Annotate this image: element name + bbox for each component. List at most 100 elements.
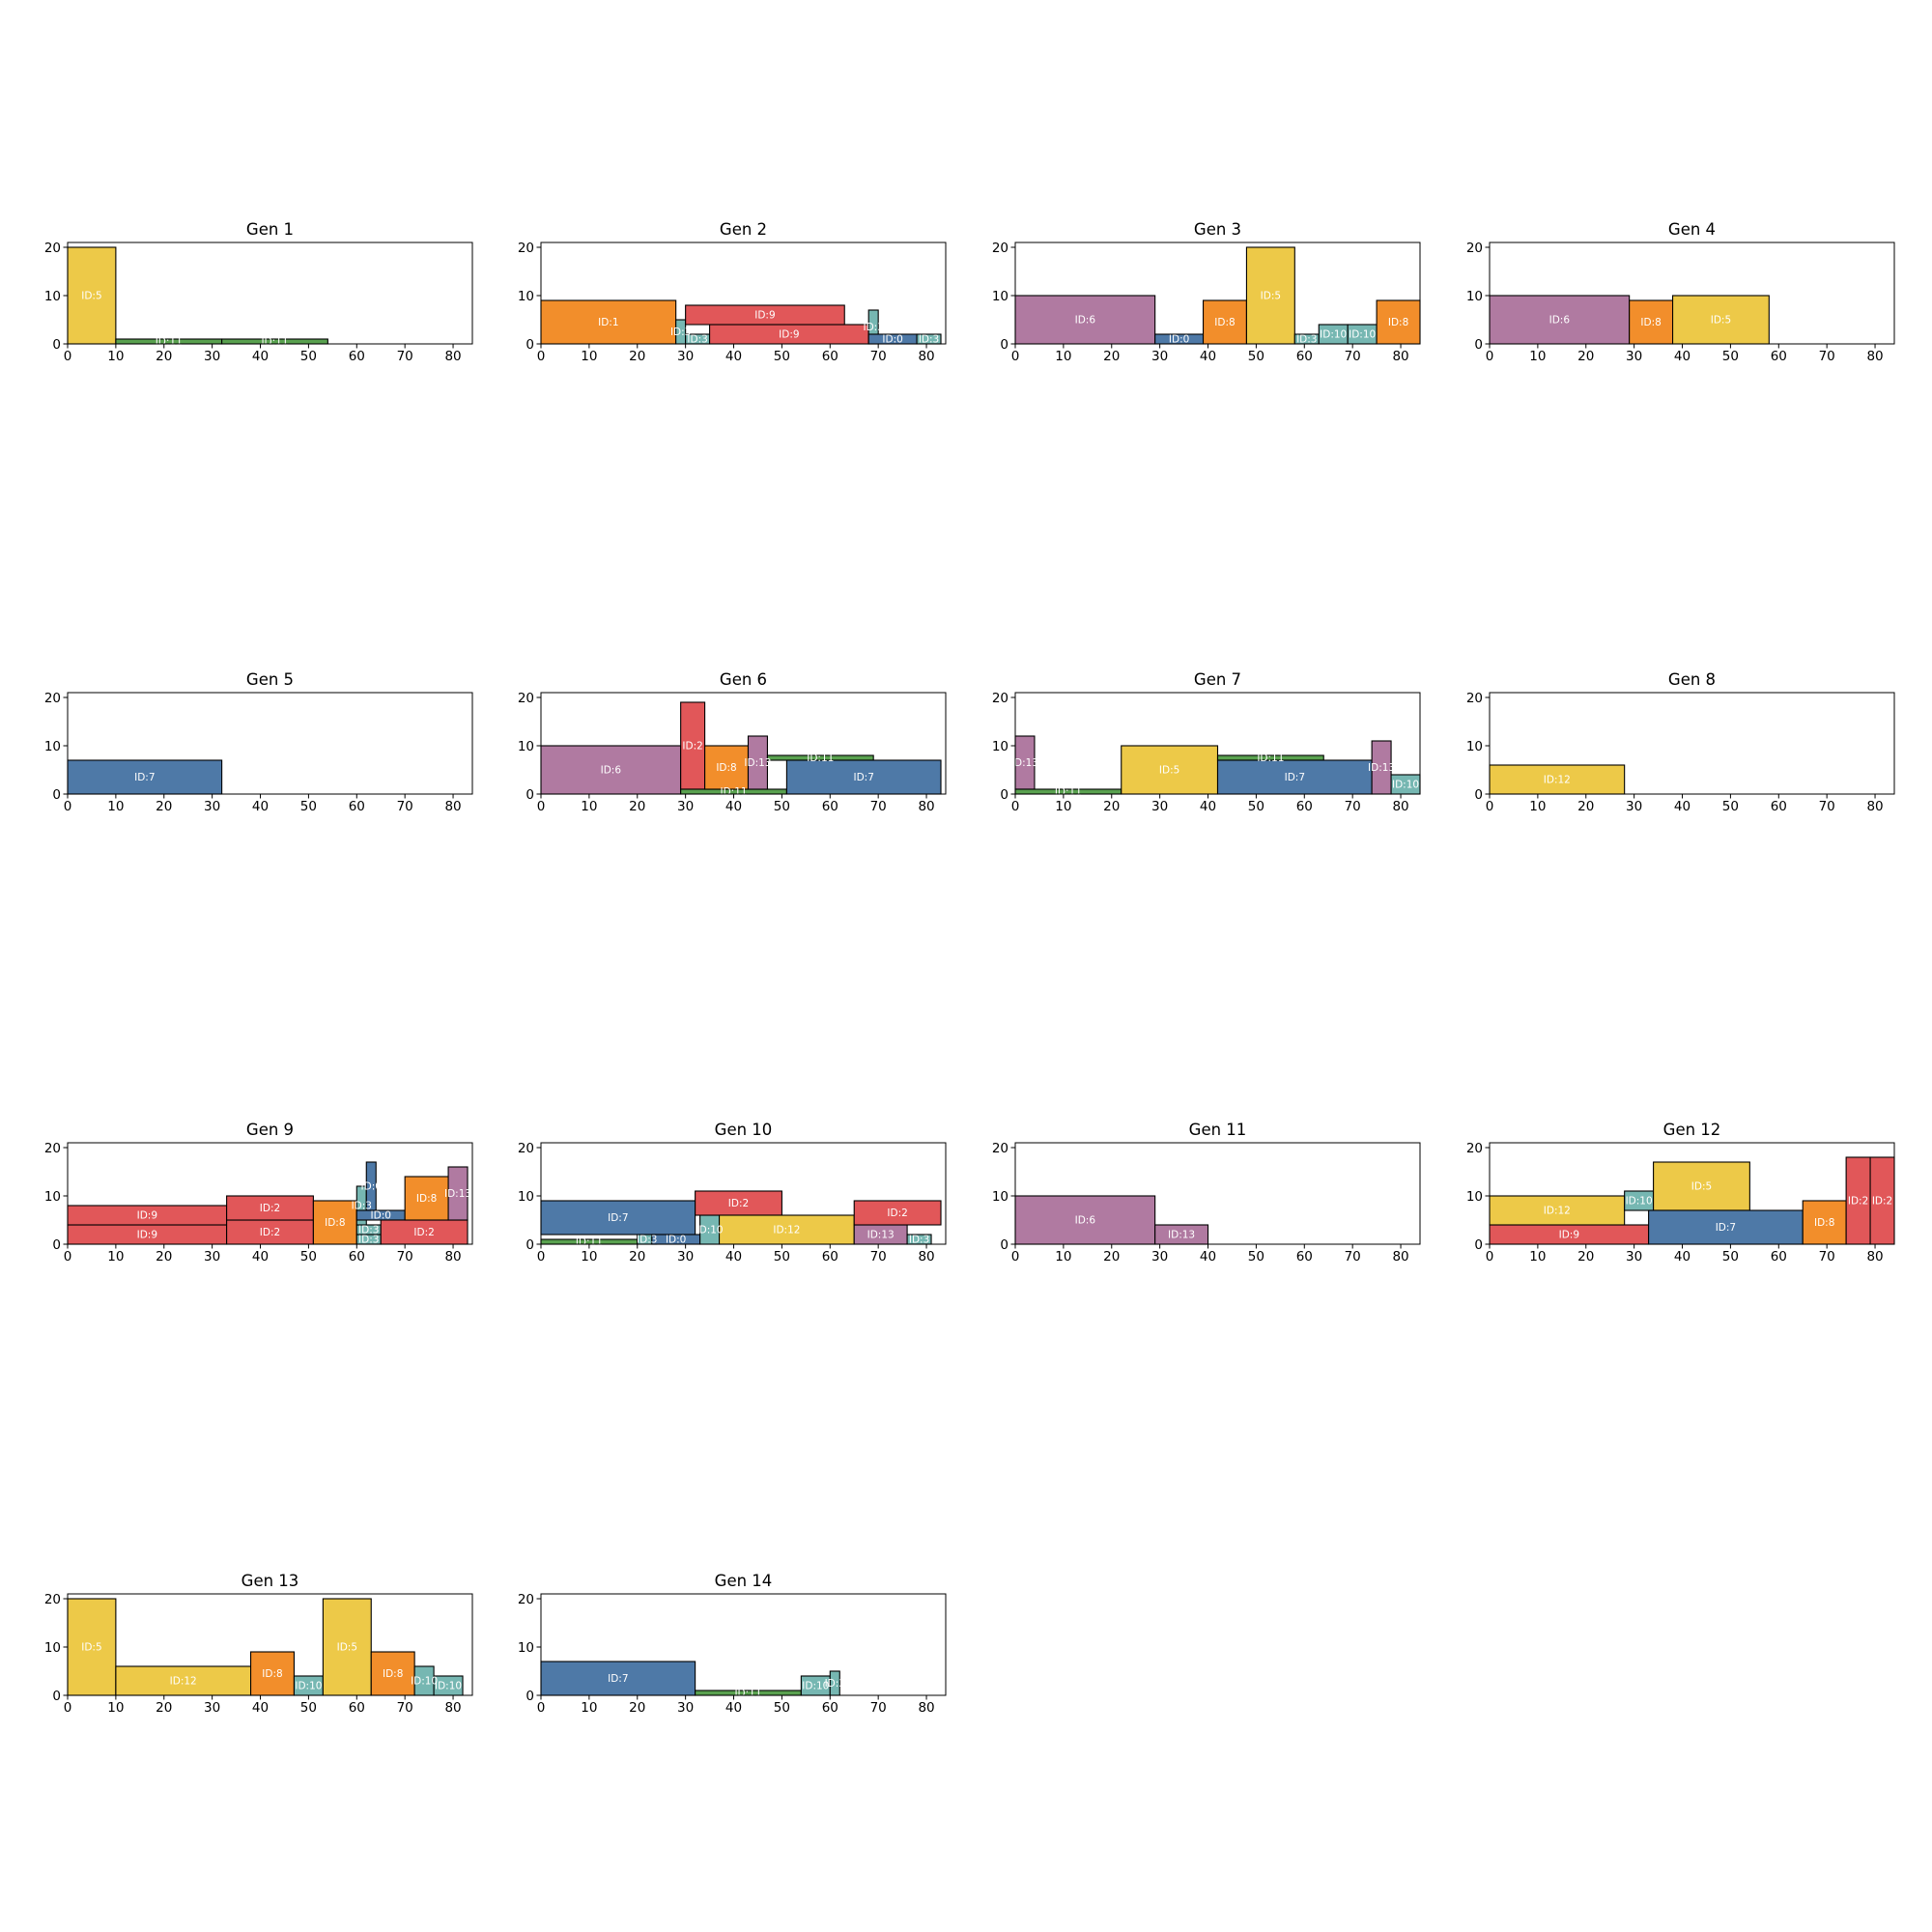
block-label: ID:2	[260, 1203, 280, 1214]
subplot-title: Gen 4	[1668, 220, 1716, 239]
x-tick-label: 30	[204, 1700, 220, 1716]
block-label: ID:10	[1320, 329, 1347, 341]
block-label: ID:5	[1159, 765, 1179, 777]
block-label: ID:11	[734, 1688, 761, 1699]
subplot-gen-6: ID:6 ID:2 ID:11 ID:8 ID:13 ID:11 ID:7 0 10 20 30 40…	[518, 670, 947, 814]
block-rect	[685, 304, 845, 326]
subplot-gen-9: ID:9ID:9ID:2ID:2ID:8ID:3ID:3ID:3ID:0ID:0…	[44, 1121, 473, 1264]
y-tick-label: 0	[1474, 337, 1483, 353]
y-tick-label: 0	[526, 337, 534, 353]
block-label: ID:10	[435, 1681, 462, 1692]
axes-frame	[540, 1142, 947, 1245]
x-tick-label: 50	[1248, 799, 1264, 814]
block-rect	[67, 759, 223, 795]
x-tick-label: 20	[1103, 799, 1120, 814]
block-label: ID:9	[137, 1230, 157, 1241]
x-tick-label: 60	[1296, 349, 1313, 364]
block-label: ID:2	[728, 1198, 749, 1209]
block-label: ID:10	[295, 1681, 322, 1692]
x-tick-label: 60	[1771, 799, 1787, 814]
x-tick-label: 60	[349, 349, 365, 364]
x-tick-label: 20	[1103, 1249, 1120, 1264]
x-tick-label: 10	[581, 1249, 597, 1264]
block-rect	[1489, 1195, 1626, 1226]
y-tick-label: 10	[518, 739, 534, 754]
y-tick-label: 0	[52, 337, 61, 353]
subplot-title: Gen 6	[720, 670, 767, 689]
x-tick-label: 40	[1674, 1249, 1690, 1264]
block-label: ID:0	[371, 1210, 391, 1222]
subplot-gen-4: ID:6 ID:8 ID:5 0 10 20 30 40 50 60 70 80 0 10 20 Gen 4	[1466, 220, 1895, 364]
block-rect	[1245, 246, 1295, 345]
x-tick-label: 60	[1771, 349, 1787, 364]
y-tick-label: 10	[44, 289, 61, 304]
block-rect	[1216, 759, 1373, 795]
axes-frame	[67, 242, 473, 345]
block-label: ID:12	[170, 1676, 197, 1688]
y-tick-label: 0	[526, 1689, 534, 1704]
x-tick-label: 50	[1248, 1249, 1264, 1264]
x-tick-label: 20	[156, 349, 172, 364]
axes-frame	[540, 692, 947, 795]
subplot-title: Gen 8	[1668, 670, 1716, 689]
x-tick-label: 70	[397, 1700, 413, 1716]
x-tick-label: 80	[1866, 1249, 1883, 1264]
x-tick-label: 50	[300, 1249, 317, 1264]
y-tick-label: 10	[44, 739, 61, 754]
x-tick-label: 20	[156, 799, 172, 814]
y-tick-label: 0	[1474, 787, 1483, 803]
block-label: ID:13	[1168, 1230, 1195, 1241]
subplot-title: Gen 12	[1663, 1121, 1721, 1139]
x-tick-label: 10	[107, 799, 124, 814]
x-tick-label: 0	[1486, 799, 1494, 814]
block-label: ID:12	[1544, 1206, 1571, 1217]
block-label: ID:1	[598, 317, 618, 328]
y-tick-label: 20	[44, 1141, 61, 1156]
block-label: ID:2	[260, 1227, 280, 1238]
block-label: ID:10	[696, 1225, 724, 1236]
y-tick-label: 0	[526, 1237, 534, 1253]
x-tick-label: 60	[349, 799, 365, 814]
y-tick-label: 10	[44, 1189, 61, 1205]
subplot-title: Gen 14	[715, 1572, 773, 1590]
x-tick-label: 70	[1819, 1249, 1835, 1264]
y-tick-label: 10	[518, 1640, 534, 1656]
block-rect	[747, 735, 768, 790]
block-label: ID:6	[1549, 315, 1571, 327]
block-rect	[853, 1200, 942, 1226]
block-rect	[447, 1166, 469, 1221]
subplot-title: Gen 7	[1194, 670, 1241, 689]
x-tick-label: 60	[349, 1249, 365, 1264]
block-label: ID:7	[1716, 1222, 1736, 1234]
subplot-gen-5: ID:7 0 10 20 30 40 50 60 70 80 0 10 20 Gen 5	[44, 670, 473, 814]
block-label: ID:8	[262, 1668, 282, 1680]
block-label: ID:5	[1711, 315, 1731, 327]
x-tick-label: 40	[1200, 1249, 1216, 1264]
y-tick-label: 0	[52, 787, 61, 803]
y-tick-label: 20	[44, 691, 61, 706]
block-rect	[249, 1651, 295, 1696]
block-label: ID:7	[1285, 772, 1305, 783]
block-label: ID:2	[887, 1208, 907, 1219]
y-tick-label: 0	[52, 1689, 61, 1704]
block-label: ID:3	[863, 322, 883, 333]
block-label: ID:13	[867, 1230, 895, 1241]
block-rect	[115, 1665, 252, 1696]
x-tick-label: 40	[725, 1249, 742, 1264]
x-tick-label: 80	[1866, 349, 1883, 364]
block-rect	[1014, 1195, 1156, 1245]
block-rect	[540, 1200, 696, 1236]
block-label: ID:11	[156, 336, 183, 348]
y-tick-label: 20	[518, 241, 534, 256]
x-tick-label: 0	[537, 1249, 546, 1264]
y-tick-label: 20	[518, 1592, 534, 1607]
axes-frame	[1014, 1142, 1421, 1245]
x-tick-label: 10	[1529, 349, 1546, 364]
block-label: ID:11	[1257, 753, 1284, 764]
x-tick-label: 50	[1248, 349, 1264, 364]
x-tick-label: 50	[774, 349, 790, 364]
